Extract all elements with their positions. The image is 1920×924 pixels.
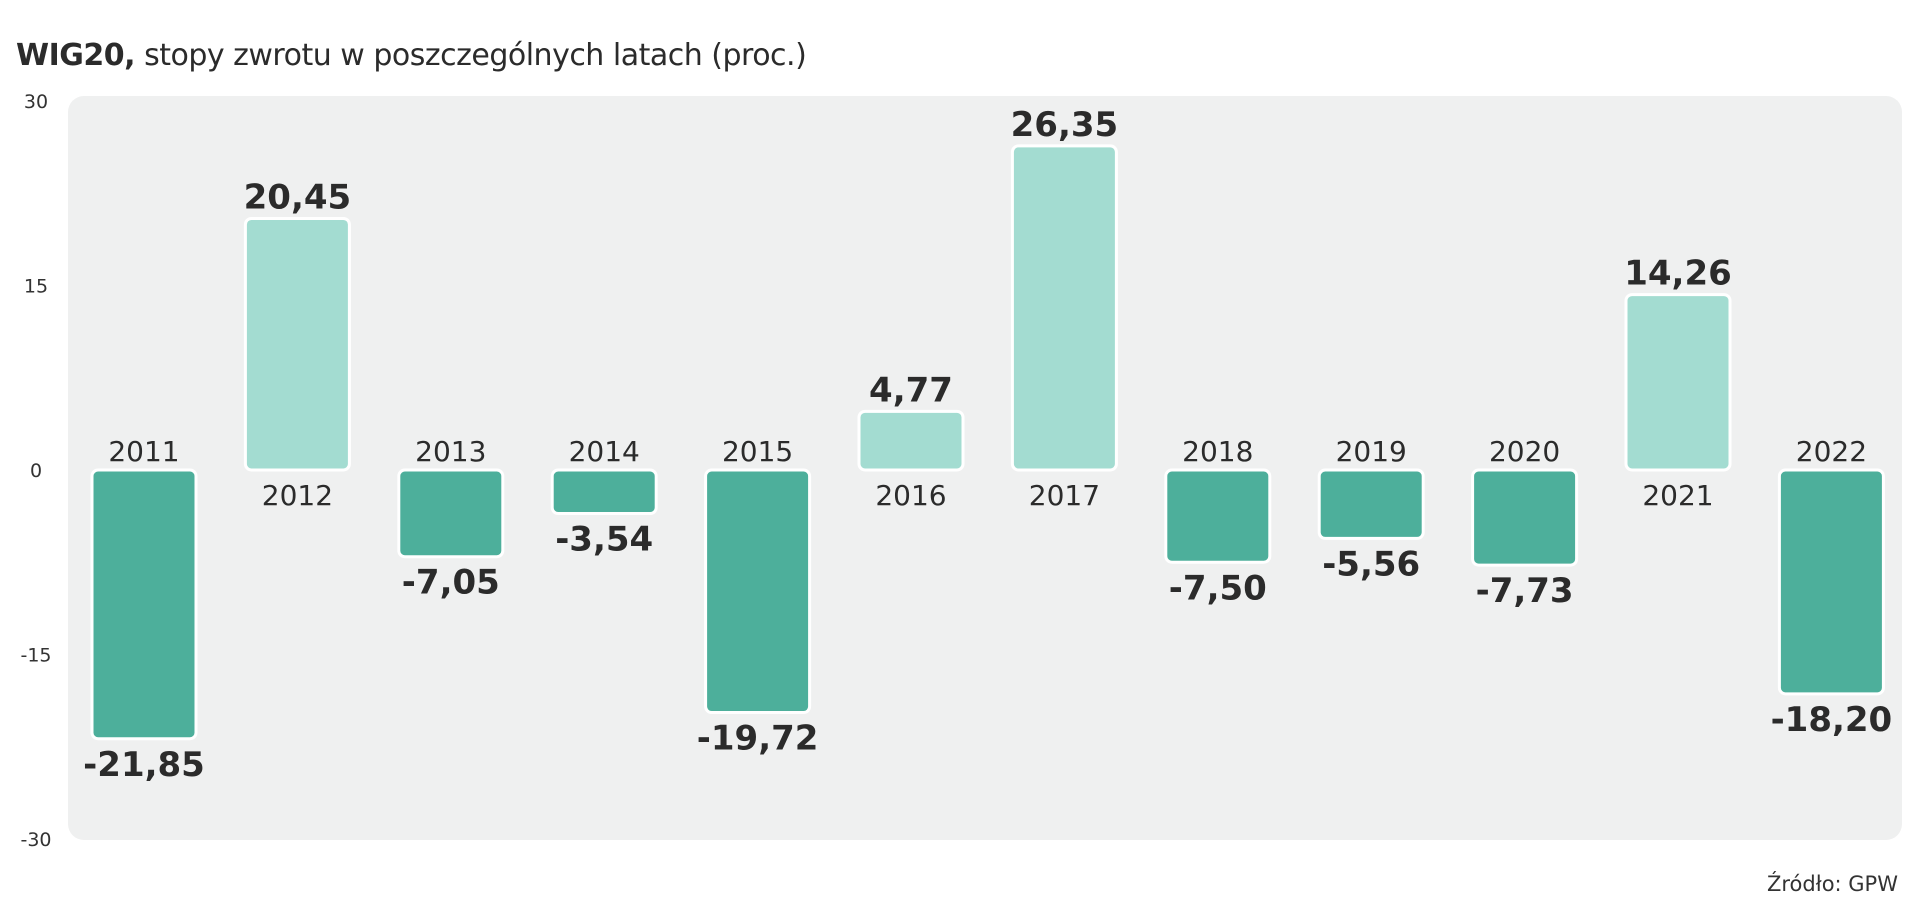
bar-2019: [1317, 468, 1425, 540]
data-label: -3,54: [555, 520, 653, 560]
data-label: -7,73: [1476, 571, 1574, 611]
chart-title: WIG20, stopy zwrotu w poszczególnych lat…: [16, 38, 807, 73]
category-label: 2018: [1182, 435, 1253, 468]
bar-2017: [1010, 144, 1118, 472]
category-label: 2015: [722, 435, 793, 468]
data-label: -7,50: [1169, 568, 1267, 608]
category-label: 2021: [1642, 479, 1713, 512]
bar-2022: [1777, 468, 1885, 696]
category-label: 2022: [1796, 435, 1867, 468]
bar-2012: [243, 216, 351, 472]
y-tick-label: 30: [24, 91, 48, 113]
bar-2014: [550, 468, 658, 516]
category-label: 2013: [415, 435, 486, 468]
bar-2020: [1471, 468, 1579, 567]
bar-2021: [1624, 293, 1732, 472]
chart-title-bold: WIG20,: [16, 38, 136, 73]
data-label: -5,56: [1322, 544, 1420, 584]
y-tick-label: -30: [20, 829, 51, 851]
category-label: 2020: [1489, 435, 1560, 468]
category-label: 2019: [1336, 435, 1407, 468]
category-label: 2014: [569, 435, 640, 468]
data-label: -21,85: [83, 745, 205, 785]
bar-2016: [857, 409, 965, 472]
bar-2018: [1164, 468, 1272, 564]
data-label: 20,45: [244, 177, 352, 217]
plot-area: [68, 96, 1902, 840]
data-label: -18,20: [1771, 700, 1893, 740]
category-label: 2011: [108, 435, 179, 468]
category-label: 2017: [1029, 479, 1100, 512]
data-label: 4,77: [869, 370, 953, 410]
data-label: -7,05: [402, 563, 500, 603]
category-label: 2016: [875, 479, 946, 512]
y-tick-label: 0: [30, 460, 42, 482]
data-label: -19,72: [697, 719, 819, 759]
data-label: 14,26: [1624, 254, 1732, 294]
data-label: 26,35: [1011, 105, 1119, 145]
bar-2011: [90, 468, 198, 741]
bar-2015: [704, 468, 812, 715]
category-label: 2012: [262, 479, 333, 512]
y-tick-label: 15: [24, 276, 48, 298]
y-tick-label: -15: [20, 645, 51, 667]
source-note: Źródło: GPW: [1766, 872, 1898, 896]
chart-title-rest: stopy zwrotu w poszczególnych latach (pr…: [135, 38, 807, 73]
bar-2013: [397, 468, 505, 559]
